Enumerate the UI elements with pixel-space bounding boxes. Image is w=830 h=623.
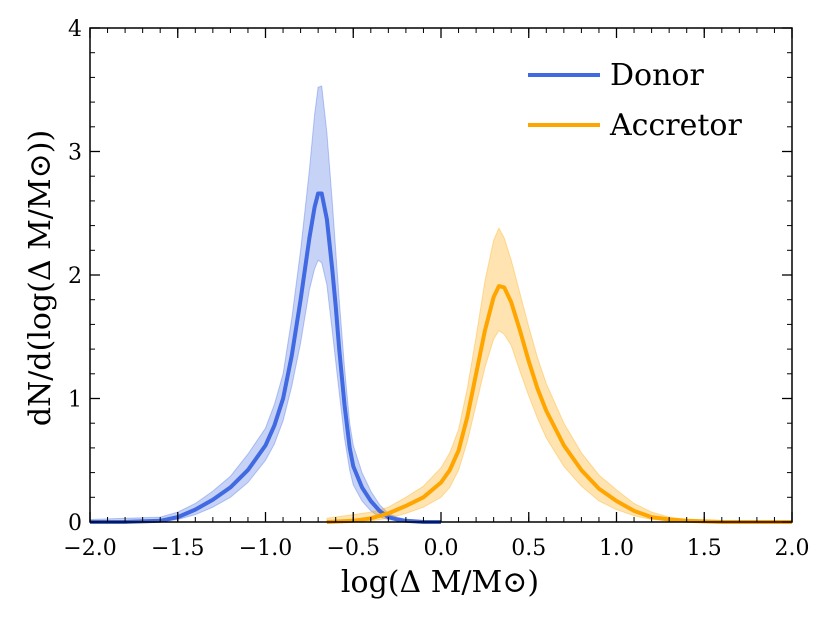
x-tick-label: 1.0 bbox=[599, 536, 634, 561]
confidence-bands bbox=[89, 85, 793, 523]
y-tick-label: 1 bbox=[68, 388, 82, 413]
x-tick-label: 1.5 bbox=[687, 536, 722, 561]
x-tick-label: −2.0 bbox=[63, 536, 116, 561]
y-tick-label: 2 bbox=[68, 264, 82, 289]
x-tick-label: −1.0 bbox=[239, 536, 292, 561]
x-tick-label: −0.5 bbox=[327, 536, 380, 561]
y-tick-label: 4 bbox=[68, 17, 82, 42]
legend-label-donor: Donor bbox=[610, 58, 704, 93]
band-accretor bbox=[326, 226, 793, 523]
x-tick-label: 2.0 bbox=[775, 536, 810, 561]
legend: Donor Accretor bbox=[528, 58, 742, 143]
plot-frame bbox=[89, 27, 793, 523]
legend-label-accretor: Accretor bbox=[609, 108, 742, 143]
line-donor bbox=[90, 191, 441, 524]
line-accretor bbox=[326, 284, 792, 524]
y-tick-label: 0 bbox=[68, 511, 82, 536]
y-axis-label: dN/d(log(Δ M/M⊙)) bbox=[23, 130, 58, 426]
x-axis-label: log(Δ M/M⊙) bbox=[341, 565, 539, 600]
y-tick-label: 3 bbox=[68, 141, 82, 166]
band-donor bbox=[89, 85, 442, 523]
x-tick-label: −1.5 bbox=[151, 536, 204, 561]
x-tick-label: 0.5 bbox=[511, 536, 546, 561]
x-tick-label: 0.0 bbox=[424, 536, 459, 561]
x-axis: −2.0 −1.5 −1.0 −0.5 0.0 0.5 1.0 1.5 2.0 bbox=[63, 28, 810, 561]
y-axis: 0 1 2 3 4 bbox=[68, 17, 792, 536]
